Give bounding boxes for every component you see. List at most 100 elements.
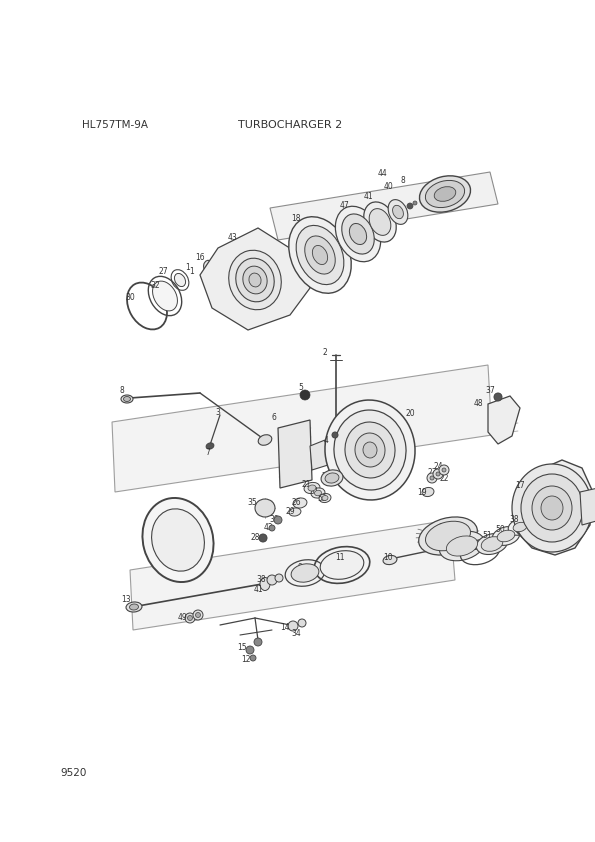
Circle shape (259, 534, 267, 542)
Ellipse shape (532, 486, 572, 530)
Text: 8: 8 (400, 175, 405, 184)
Text: 41: 41 (363, 191, 373, 200)
Circle shape (436, 472, 440, 476)
Ellipse shape (369, 209, 391, 236)
Text: 19: 19 (417, 488, 427, 497)
Ellipse shape (289, 216, 351, 293)
Text: TURBOCHARGER 2: TURBOCHARGER 2 (238, 120, 342, 130)
Polygon shape (278, 420, 312, 488)
Polygon shape (112, 365, 492, 492)
Text: 28: 28 (250, 532, 260, 541)
Text: 10: 10 (383, 553, 393, 562)
Text: 43: 43 (228, 232, 238, 242)
Text: 11: 11 (468, 542, 478, 552)
Ellipse shape (206, 443, 214, 449)
Ellipse shape (304, 482, 320, 493)
Text: 5: 5 (299, 382, 303, 392)
Circle shape (430, 476, 434, 480)
Text: 24: 24 (433, 461, 443, 471)
Text: 38: 38 (256, 574, 266, 584)
Text: 21: 21 (301, 479, 311, 488)
Text: 23: 23 (427, 467, 437, 477)
Ellipse shape (419, 176, 471, 212)
Circle shape (185, 613, 195, 623)
Ellipse shape (508, 519, 532, 536)
Text: 30: 30 (125, 294, 135, 302)
Text: 27: 27 (158, 268, 168, 276)
Text: 20: 20 (405, 408, 415, 418)
Text: 47: 47 (340, 200, 350, 210)
Ellipse shape (481, 536, 503, 552)
Circle shape (298, 619, 306, 627)
Text: 6: 6 (271, 413, 277, 422)
Ellipse shape (308, 485, 316, 491)
Text: 45: 45 (451, 536, 461, 546)
Ellipse shape (477, 534, 508, 555)
Ellipse shape (363, 442, 377, 458)
Polygon shape (580, 488, 595, 525)
Text: 40: 40 (383, 182, 393, 190)
Ellipse shape (364, 202, 396, 242)
Ellipse shape (236, 258, 274, 301)
Circle shape (250, 655, 256, 661)
Ellipse shape (293, 498, 307, 508)
Ellipse shape (291, 564, 319, 582)
Text: 15: 15 (237, 643, 247, 653)
Ellipse shape (349, 223, 367, 244)
Text: 7: 7 (205, 447, 211, 456)
Ellipse shape (497, 530, 515, 541)
Ellipse shape (419, 517, 477, 555)
Text: 31: 31 (309, 487, 319, 495)
Ellipse shape (319, 493, 331, 503)
Ellipse shape (312, 246, 328, 264)
Text: 25: 25 (321, 472, 331, 481)
Ellipse shape (334, 410, 406, 490)
Ellipse shape (249, 273, 261, 287)
Text: 14: 14 (280, 623, 290, 632)
Ellipse shape (320, 551, 364, 579)
Ellipse shape (541, 496, 563, 520)
Ellipse shape (342, 214, 374, 254)
Ellipse shape (228, 250, 281, 310)
Polygon shape (200, 228, 310, 330)
Ellipse shape (203, 260, 217, 275)
Ellipse shape (388, 200, 408, 224)
Text: 48: 48 (473, 398, 483, 408)
Ellipse shape (322, 495, 328, 500)
Ellipse shape (126, 602, 142, 612)
Text: 9: 9 (298, 562, 302, 572)
Text: 16: 16 (195, 253, 205, 263)
Text: 13: 13 (121, 595, 131, 605)
Circle shape (407, 203, 413, 209)
Circle shape (439, 465, 449, 475)
Circle shape (274, 516, 282, 524)
Circle shape (494, 393, 502, 401)
Circle shape (300, 390, 310, 400)
Polygon shape (514, 460, 592, 555)
Ellipse shape (440, 531, 484, 561)
Ellipse shape (174, 274, 186, 286)
Circle shape (267, 575, 277, 585)
Text: 11: 11 (335, 553, 345, 562)
Ellipse shape (130, 604, 139, 610)
Ellipse shape (513, 522, 527, 531)
Circle shape (433, 469, 443, 479)
Ellipse shape (422, 488, 434, 497)
Text: HL757TM-9A: HL757TM-9A (82, 120, 148, 130)
Ellipse shape (393, 205, 403, 219)
Text: 1: 1 (186, 264, 190, 273)
Ellipse shape (152, 509, 205, 571)
Text: 34: 34 (291, 628, 301, 637)
Text: 12: 12 (241, 654, 250, 663)
Text: 18: 18 (291, 214, 300, 222)
Ellipse shape (311, 488, 325, 498)
Text: 8: 8 (120, 386, 124, 395)
Ellipse shape (142, 498, 214, 582)
Polygon shape (488, 396, 520, 444)
Text: 52: 52 (317, 493, 327, 503)
Text: 51: 51 (482, 531, 492, 541)
Text: 9520: 9520 (60, 768, 86, 778)
Circle shape (246, 646, 254, 654)
Circle shape (275, 574, 283, 582)
Ellipse shape (336, 206, 381, 262)
